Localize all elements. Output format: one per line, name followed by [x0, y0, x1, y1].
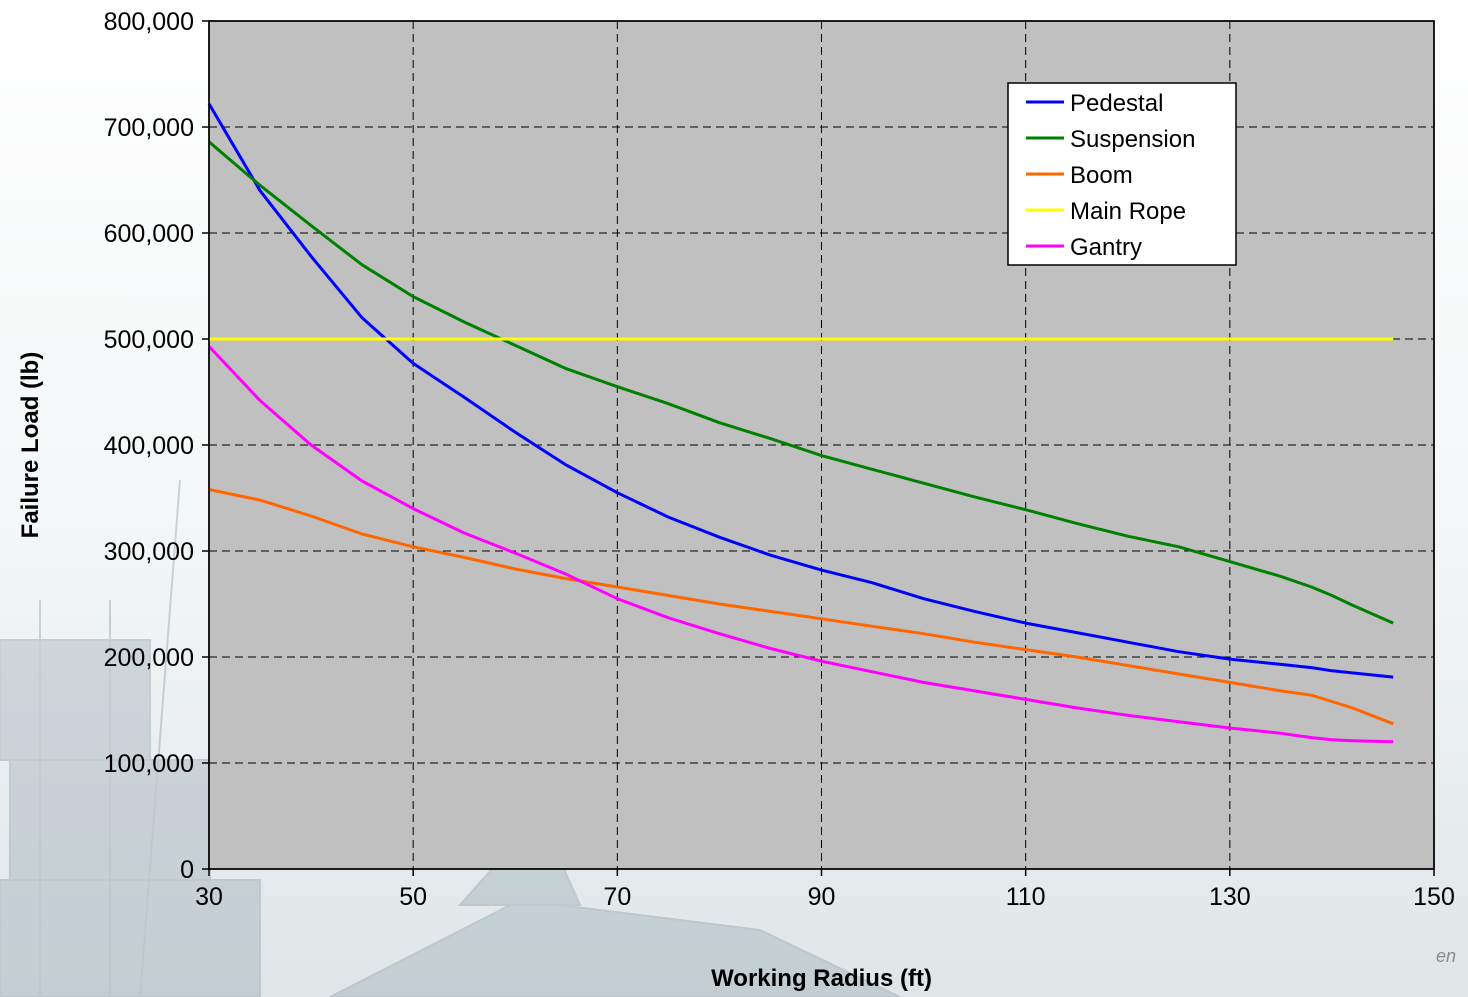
x-tick-label: 150: [1413, 883, 1455, 911]
x-tick-label: 90: [808, 883, 836, 911]
y-tick-label: 700,000: [104, 114, 194, 142]
x-tick-label: 30: [195, 883, 223, 911]
y-tick-label: 100,000: [104, 750, 194, 778]
series-line-pedestal: [207, 102, 1394, 679]
y-tick-label: 800,000: [104, 8, 194, 36]
x-tick-label: 50: [399, 883, 427, 911]
legend-label: Suspension: [1070, 126, 1195, 153]
legend-label: Boom: [1070, 162, 1133, 189]
x-tick-label: 110: [1006, 883, 1046, 911]
y-tick-label: 600,000: [104, 220, 194, 248]
x-tick-labels: 30 50 70 90 110 130 150: [195, 869, 1455, 911]
y-tick-label: 200,000: [104, 644, 194, 672]
y-tick-labels: 0 100,000 200,000 300,000 400,000 500,000 600,…: [104, 8, 209, 884]
series-line-boom: [208, 488, 1394, 726]
watermark-text: en: [1436, 946, 1456, 966]
y-axis-title: Failure Load (lb): [17, 352, 44, 539]
series-line-gantry: [207, 345, 1394, 744]
legend-label: Main Rope: [1070, 198, 1186, 225]
legend-label: Gantry: [1070, 234, 1142, 261]
y-tick-label: 0: [180, 856, 194, 884]
series-lines: [207, 102, 1394, 744]
legend: Pedestal Suspension Boom Main Rope Gantry: [1007, 82, 1237, 266]
legend-label: Pedestal: [1070, 90, 1163, 117]
y-tick-label: 400,000: [104, 432, 194, 460]
x-axis-title: Working Radius (ft): [711, 965, 932, 992]
x-tick-label: 130: [1209, 883, 1251, 911]
series-line-suspension: [208, 140, 1394, 625]
x-tick-label: 70: [603, 883, 631, 911]
y-tick-label: 500,000: [104, 326, 194, 354]
y-tick-label: 300,000: [104, 538, 194, 566]
